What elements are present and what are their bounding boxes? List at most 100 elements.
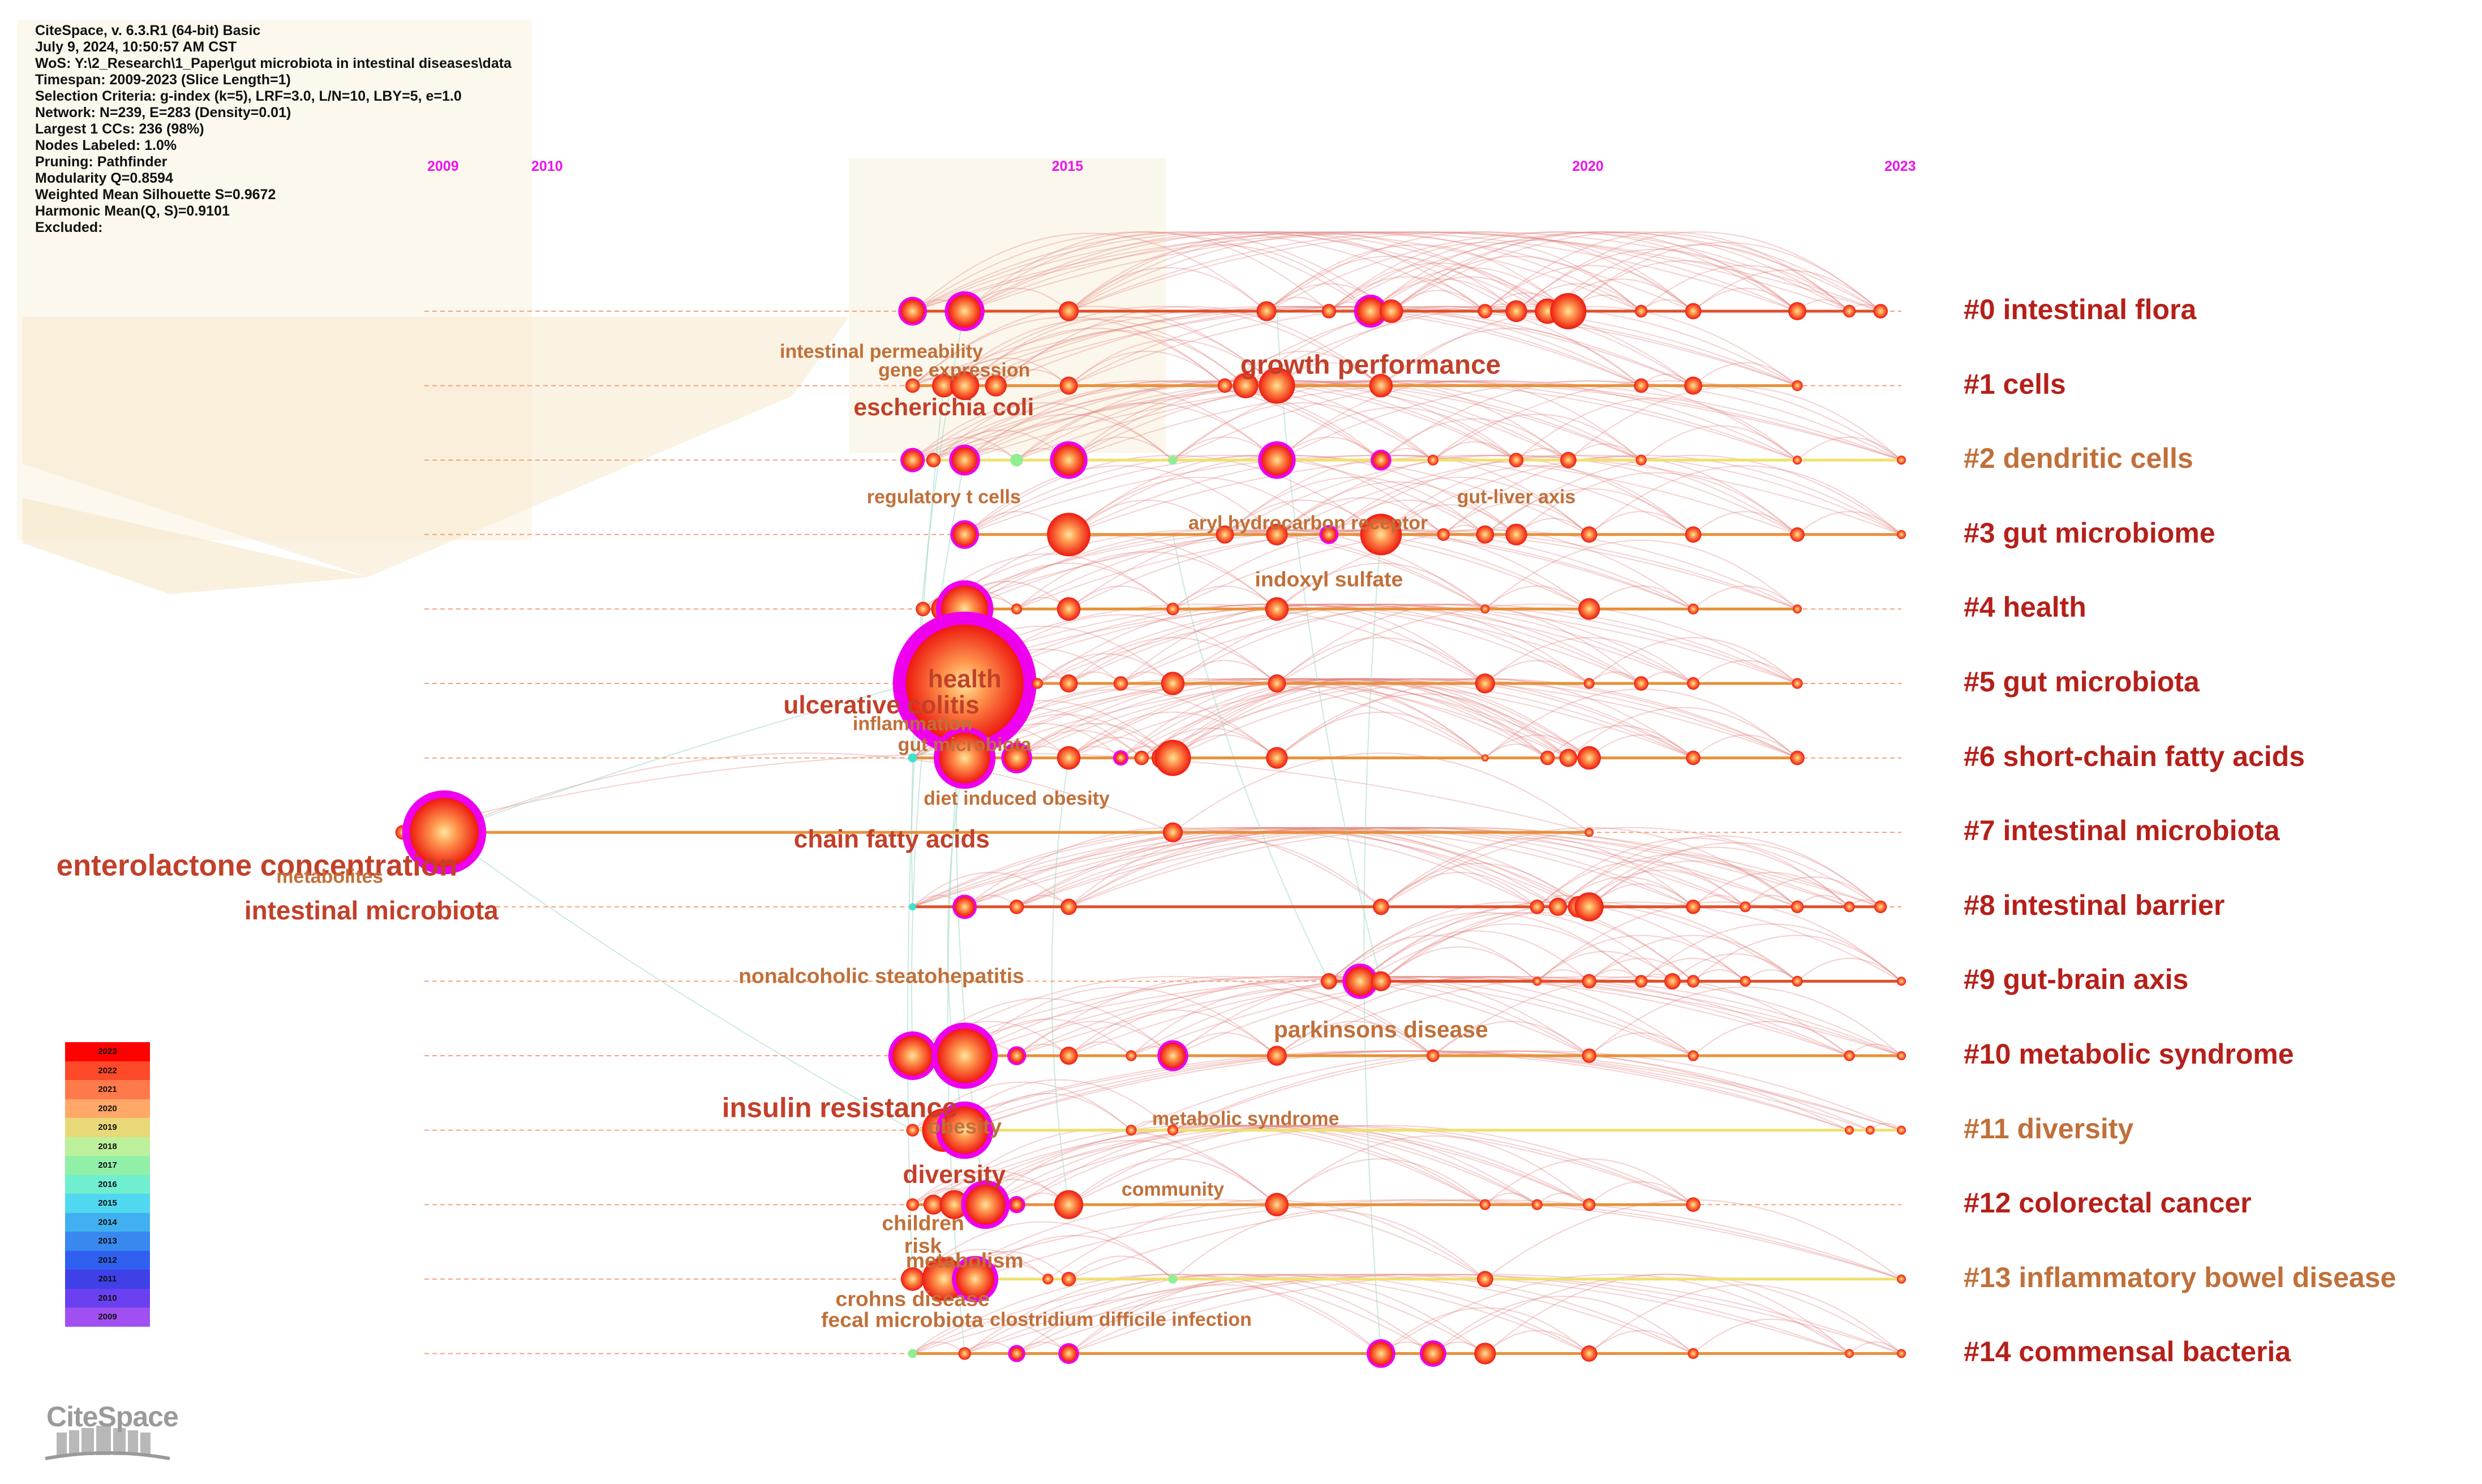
- cluster-node: [1265, 1193, 1289, 1216]
- citation-arc: [964, 827, 1746, 907]
- citation-arc: [1016, 529, 1590, 610]
- legend-year-swatch: 2014: [65, 1212, 150, 1232]
- citation-arc: [912, 1021, 1070, 1056]
- cluster-node: [1793, 604, 1802, 614]
- cluster-node: [1475, 673, 1495, 694]
- citespace-info-panel: CiteSpace, v. 6.3.R1 (64-bit) Basic July …: [35, 23, 512, 236]
- citation-arc: [1068, 837, 1382, 907]
- citation-arc: [1370, 278, 1517, 312]
- citation-arc: [1443, 502, 1590, 535]
- cluster-node: [1057, 746, 1081, 770]
- citation-arc: [1380, 504, 1517, 535]
- cluster-node: [1505, 300, 1527, 322]
- citation-arc: [964, 380, 1902, 461]
- cluster-node: [958, 1347, 971, 1360]
- citation-arc: [1380, 946, 1538, 982]
- citation-arc: [1849, 1043, 1902, 1056]
- citation-arc: [1380, 328, 1642, 386]
- node-label: crohns disease: [835, 1287, 990, 1311]
- cluster-node: [1582, 1048, 1597, 1063]
- citation-arc: [912, 827, 1881, 907]
- citation-arc: [1141, 678, 1798, 759]
- cluster-label: #5 gut microbiota: [1964, 666, 2200, 698]
- cluster-node: [1168, 1274, 1178, 1284]
- cluster-node: [1505, 523, 1527, 545]
- citation-arc: [912, 1318, 1070, 1354]
- citation-arc: [1536, 901, 1902, 982]
- citation-arc: [964, 454, 1381, 535]
- cluster-node: [1126, 1125, 1137, 1136]
- cluster-label: #14 commensal bacteria: [1964, 1336, 2291, 1368]
- citation-arc: [1641, 923, 1902, 982]
- legend-year-swatch: 2012: [65, 1250, 150, 1270]
- cluster-node: [965, 1185, 1006, 1225]
- citation-arc: [1068, 231, 1548, 312]
- cluster-node: [1897, 1125, 1906, 1135]
- cluster-node: [1010, 1198, 1023, 1211]
- cluster-node: [1217, 378, 1233, 393]
- cluster-node: [1427, 454, 1438, 466]
- citation-arc: [1391, 255, 1642, 312]
- cluster-node: [1321, 304, 1337, 319]
- cluster-node: [948, 295, 981, 328]
- citation-arc: [912, 402, 1174, 461]
- node-label: diversity: [903, 1160, 1006, 1189]
- cluster-node: [1360, 514, 1402, 556]
- citation-arc: [1172, 604, 1590, 684]
- cluster-node: [908, 1349, 917, 1358]
- citation-arc: [1120, 678, 1569, 759]
- cluster-node: [892, 1035, 933, 1076]
- info-line: Harmonic Mean(Q, S)=0.9101: [35, 203, 230, 219]
- citation-arc: [943, 529, 1590, 610]
- citation-arc: [1068, 827, 1590, 907]
- citation-arc: [1641, 671, 1694, 684]
- citation-arc: [1380, 837, 1694, 907]
- cluster-node: [1790, 750, 1805, 765]
- citation-arc: [1173, 380, 1798, 461]
- cluster-node: [1216, 525, 1234, 544]
- citation-arc: [1276, 1135, 1590, 1205]
- citation-arc: [1016, 402, 1278, 461]
- citespace-logo-graphic: [45, 1426, 170, 1460]
- citation-arc: [912, 231, 1371, 312]
- citation-arc: [1016, 678, 1694, 759]
- cluster-node: [1897, 1349, 1906, 1358]
- info-line: WoS: Y:\2_Research\1_Paper\gut microbiot…: [35, 55, 512, 71]
- citation-arc: [1432, 1021, 1590, 1056]
- citation-arc: [1068, 231, 1485, 312]
- cluster-node: [1261, 445, 1292, 476]
- cluster-node: [1540, 750, 1555, 765]
- citation-arc: [964, 231, 1392, 312]
- citation-arc: [912, 976, 1902, 1056]
- cluster-node: [1740, 901, 1751, 913]
- citation-arc: [1068, 244, 1371, 312]
- citation-arc: [912, 976, 1694, 1056]
- background-patch: [23, 498, 368, 594]
- citation-arc: [1484, 1193, 1538, 1205]
- year-tick-label: 2009: [427, 158, 459, 174]
- citation-arc: [1557, 876, 1694, 907]
- cluster-node: [905, 625, 1024, 742]
- node-label: indoxyl sulfate: [1255, 567, 1403, 591]
- citation-arc: [1068, 604, 1694, 684]
- citation-arc: [1484, 265, 1694, 312]
- citation-arc: [912, 678, 1694, 759]
- cluster-node: [1845, 1125, 1854, 1135]
- citation-arc: [1328, 476, 1590, 535]
- citation-arc: [1068, 454, 1444, 535]
- citation-arc: [1276, 604, 1798, 684]
- info-line: Nodes Labeled: 1.0%: [35, 137, 177, 153]
- cluster-node: [939, 1190, 969, 1219]
- node-label: community: [1121, 1178, 1225, 1201]
- citation-arc: [943, 1199, 1485, 1280]
- node-label: nonalcoholic steatohepatitis: [738, 963, 1024, 988]
- cluster-node: [1686, 1197, 1701, 1212]
- legend-year-swatch: 2022: [65, 1061, 150, 1080]
- legend-year-swatch: 2011: [65, 1270, 150, 1289]
- cluster-node: [1792, 380, 1803, 392]
- node-label: obesity: [927, 1114, 1002, 1138]
- citation-arc: [1016, 380, 1798, 461]
- citation-arc: [1068, 1274, 1694, 1354]
- citation-arc: [402, 752, 1590, 833]
- cluster-node: [926, 453, 941, 467]
